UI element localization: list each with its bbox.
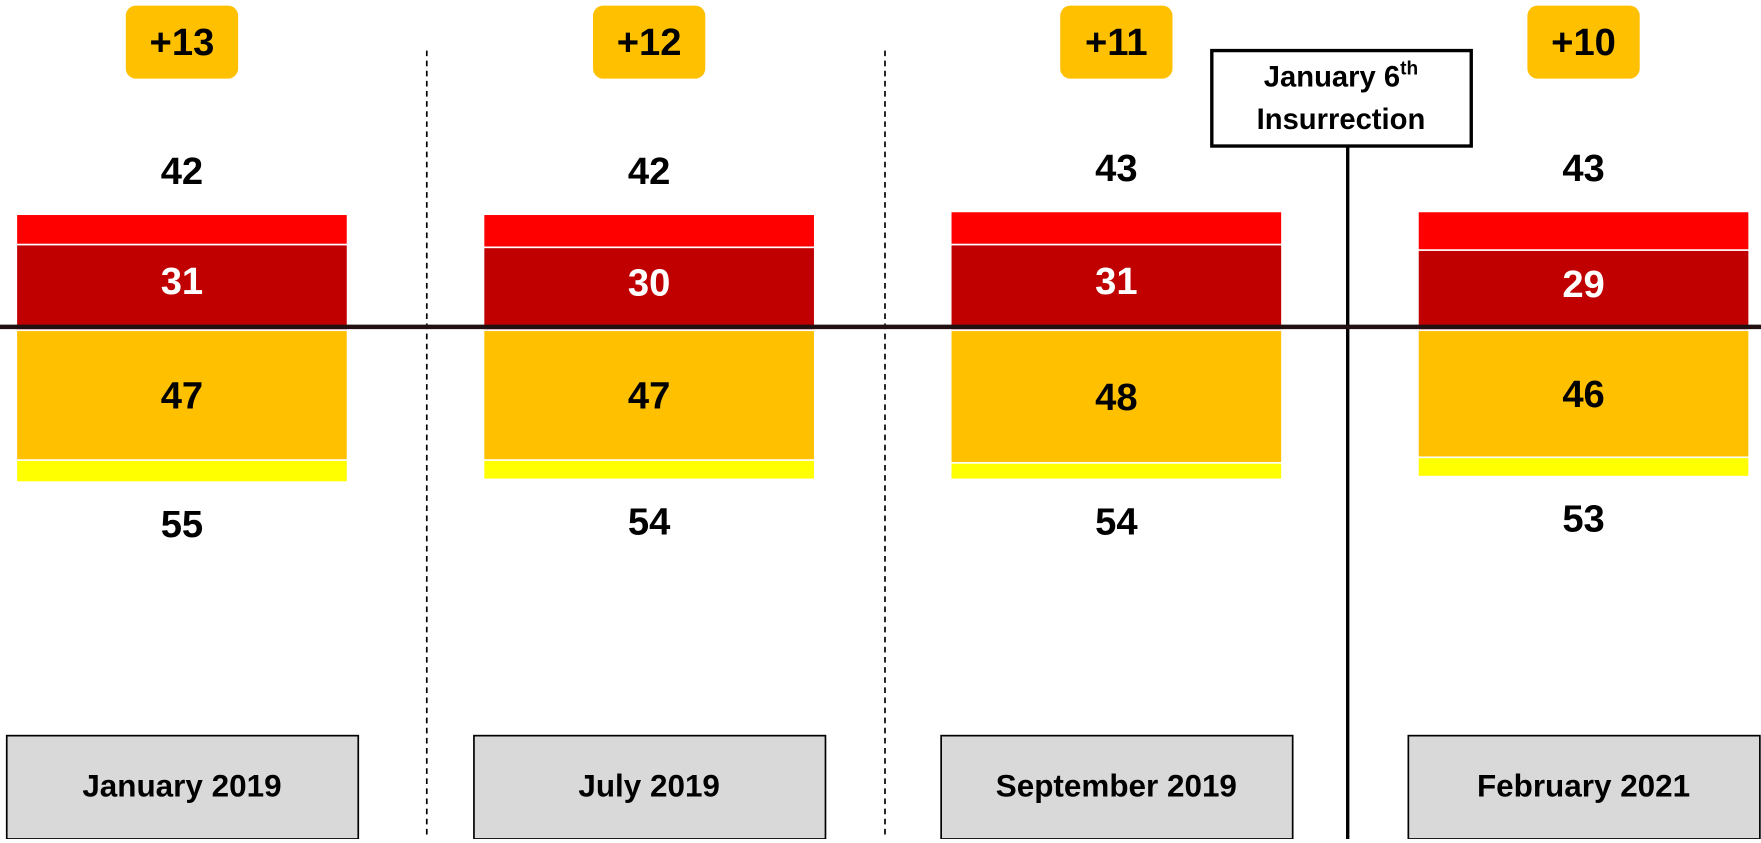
bar-segment <box>15 243 349 332</box>
value-label: 43 <box>1095 147 1137 190</box>
net-label: +13 <box>150 21 215 64</box>
value-label: 55 <box>161 503 203 546</box>
category-label: January 2019 <box>82 769 281 804</box>
category-box <box>1407 734 1761 840</box>
bar-segment <box>949 329 1283 464</box>
bar-segment <box>482 329 816 461</box>
value-label: 47 <box>161 375 203 418</box>
annotation-text: January 6 <box>1264 61 1400 93</box>
value-label: 31 <box>161 260 203 303</box>
bar-segment <box>1417 249 1751 332</box>
value-label: 48 <box>1095 376 1137 419</box>
net-badge <box>1527 5 1640 79</box>
value-label: 31 <box>1095 260 1137 303</box>
net-badge <box>592 5 706 79</box>
net-label: +12 <box>617 21 682 64</box>
category-label: July 2019 <box>578 769 720 804</box>
category-label: September 2019 <box>996 769 1237 804</box>
category-label: February 2021 <box>1477 769 1690 804</box>
value-label: 54 <box>628 500 671 543</box>
net-badge <box>125 5 239 79</box>
bar-segment <box>482 246 816 332</box>
value-label: 53 <box>1562 498 1604 541</box>
category-box <box>473 734 827 840</box>
value-label: 54 <box>1095 500 1138 543</box>
value-label: 29 <box>1562 263 1604 306</box>
net-badge <box>1060 5 1173 79</box>
value-label: 42 <box>161 150 203 193</box>
annotation-box <box>1210 48 1473 148</box>
annotation-text: Insurrection <box>1257 104 1426 136</box>
category-box <box>940 734 1294 840</box>
value-label: 30 <box>628 261 670 304</box>
value-label: 43 <box>1562 147 1604 190</box>
net-label: +10 <box>1551 21 1616 64</box>
annotation: January 6th <box>1264 59 1418 94</box>
net-label: +11 <box>1085 21 1148 64</box>
value-label: 46 <box>1562 373 1604 416</box>
annotation-sup: th <box>1400 59 1418 80</box>
value-label: 47 <box>628 375 670 418</box>
bar-segment <box>949 243 1283 332</box>
bar-segment <box>1417 329 1751 459</box>
value-label: 42 <box>628 150 670 193</box>
bar-segment <box>15 329 349 461</box>
